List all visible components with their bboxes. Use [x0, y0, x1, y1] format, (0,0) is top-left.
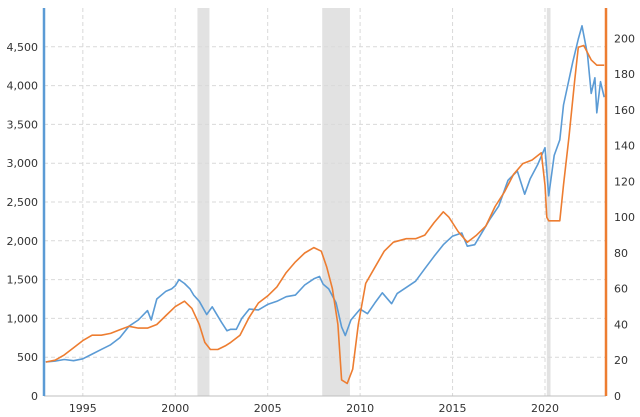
left-tick-label: 3,000: [7, 157, 39, 170]
left-tick-label: 500: [17, 351, 38, 364]
x-tick-label: 2010: [346, 402, 374, 415]
left-tick-label: 4,500: [7, 41, 39, 54]
x-tick-label: 2000: [161, 402, 189, 415]
right-tick-label: 80: [614, 247, 628, 260]
right-tick-label: 140: [614, 140, 635, 153]
axes: [42, 8, 608, 397]
right-tick-label: 160: [614, 104, 635, 117]
right-tick-label: 0: [614, 390, 621, 403]
right-tick-label: 120: [614, 175, 635, 188]
x-tick-label: 1995: [69, 402, 97, 415]
left-tick-label: 4,000: [7, 80, 39, 93]
right-tick-label: 60: [614, 283, 628, 296]
left-tick-label: 2,000: [7, 235, 39, 248]
right-tick-label: 100: [614, 211, 635, 224]
x-tick-label: 2015: [439, 402, 467, 415]
left-tick-label: 2,500: [7, 196, 39, 209]
right-tick-label: 40: [614, 318, 628, 331]
left-tick-label: 0: [31, 390, 38, 403]
series-line-right: [45, 44, 605, 385]
grid-lines: [44, 8, 606, 396]
series-lines: [45, 24, 605, 385]
left-tick-label: 1,500: [7, 274, 39, 287]
series-line-left: [45, 24, 605, 363]
left-tick-label: 3,500: [7, 118, 39, 131]
right-tick-label: 180: [614, 68, 635, 81]
right-tick-label: 200: [614, 32, 635, 45]
left-tick-label: 1,000: [7, 312, 39, 325]
right-tick-label: 20: [614, 354, 628, 367]
x-tick-label: 2020: [531, 402, 559, 415]
recession-band: [197, 8, 210, 396]
tick-labels: 0 500 1,000 1,500 2,000 2,500 3,000 3,500 4,000 4…: [7, 32, 636, 415]
x-tick-label: 2005: [254, 402, 282, 415]
